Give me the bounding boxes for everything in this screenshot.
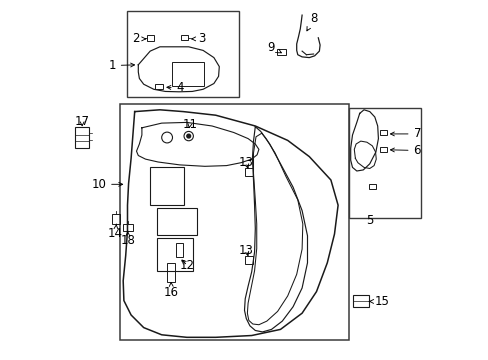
Bar: [348, 108, 420, 218]
Text: 11: 11: [182, 118, 197, 131]
Text: 8: 8: [306, 12, 317, 31]
Bar: [181, 35, 187, 40]
Text: 4: 4: [166, 81, 184, 94]
Bar: [368, 184, 375, 189]
Text: 10: 10: [91, 178, 122, 191]
Bar: [157, 238, 193, 271]
Text: 7: 7: [390, 127, 420, 140]
Text: 18: 18: [120, 231, 135, 247]
Bar: [127, 11, 239, 97]
Bar: [171, 62, 204, 86]
Bar: [75, 127, 89, 148]
Bar: [112, 214, 120, 224]
Text: 9: 9: [267, 41, 281, 54]
Bar: [276, 49, 285, 55]
Bar: [379, 147, 386, 152]
Text: 12: 12: [180, 259, 195, 272]
Text: 15: 15: [368, 295, 388, 308]
Bar: [155, 84, 163, 89]
Text: 14: 14: [108, 224, 123, 240]
Text: 1: 1: [108, 59, 134, 72]
Bar: [167, 263, 174, 282]
Text: 6: 6: [390, 144, 420, 157]
Bar: [244, 256, 253, 264]
Bar: [379, 130, 386, 135]
Bar: [120, 104, 348, 340]
Bar: [150, 167, 184, 205]
Text: 13: 13: [238, 244, 253, 257]
Text: 5: 5: [366, 214, 373, 227]
Circle shape: [186, 134, 190, 138]
Text: 2: 2: [132, 32, 145, 45]
Bar: [157, 208, 197, 235]
Text: 16: 16: [163, 283, 179, 299]
Bar: [122, 224, 133, 231]
Bar: [176, 243, 182, 257]
Bar: [352, 295, 368, 307]
Bar: [146, 35, 154, 41]
Text: 13: 13: [238, 156, 253, 169]
Text: 17: 17: [75, 115, 89, 128]
Text: 3: 3: [191, 32, 205, 45]
Bar: [244, 168, 253, 176]
